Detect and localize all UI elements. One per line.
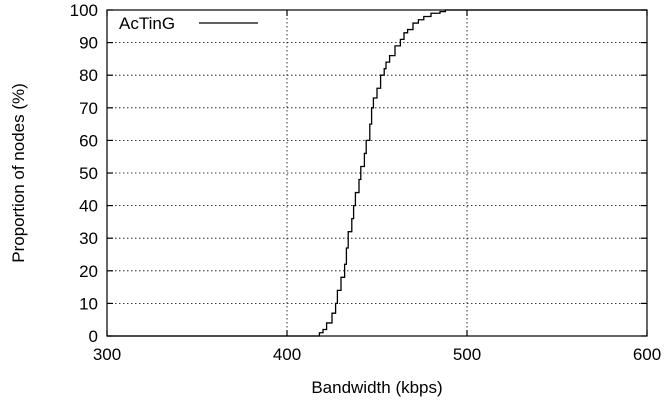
y-tick-label: 60 [79, 131, 98, 150]
y-tick-label: 80 [79, 66, 98, 85]
y-tick-label: 40 [79, 197, 98, 216]
series-layer [107, 9, 647, 337]
y-tick-label: 100 [70, 1, 98, 20]
ticks: 300 400 500 600 0 10 20 30 40 50 60 70 80 90 100 [70, 1, 662, 364]
y-tick-label: 10 [79, 294, 98, 313]
legend-label: AcTinG [119, 14, 175, 33]
x-tick-label: 500 [453, 345, 481, 364]
legend: AcTinG [119, 14, 258, 33]
plot-frame [106, 9, 648, 337]
grid [107, 10, 647, 336]
x-tick-label: 300 [93, 345, 121, 364]
x-axis-label: Bandwidth (kbps) [311, 378, 442, 397]
y-axis-label: Proportion of nodes (%) [9, 83, 28, 263]
y-tick-label: 20 [79, 262, 98, 281]
x-tick-label: 600 [633, 345, 661, 364]
y-tick-label: 90 [79, 34, 98, 53]
x-tick-label: 400 [273, 345, 301, 364]
y-tick-label: 50 [79, 164, 98, 183]
y-tick-label: 30 [79, 229, 98, 248]
series-line-acting [107, 9, 647, 337]
y-tick-label: 0 [89, 327, 98, 346]
y-tick-label: 70 [79, 99, 98, 118]
